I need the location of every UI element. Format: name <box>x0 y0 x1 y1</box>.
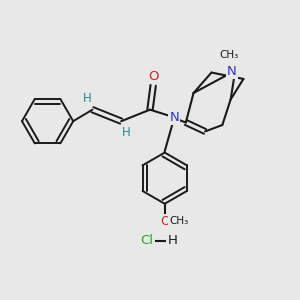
Text: CH₃: CH₃ <box>169 216 188 226</box>
Text: H: H <box>122 126 131 139</box>
Text: H: H <box>167 234 177 248</box>
Text: N: N <box>227 65 237 78</box>
Text: O: O <box>148 70 158 83</box>
Text: CH₃: CH₃ <box>220 50 239 60</box>
Text: Cl: Cl <box>140 234 153 248</box>
Text: O: O <box>160 214 170 228</box>
Text: N: N <box>169 111 179 124</box>
Text: H: H <box>83 92 92 105</box>
